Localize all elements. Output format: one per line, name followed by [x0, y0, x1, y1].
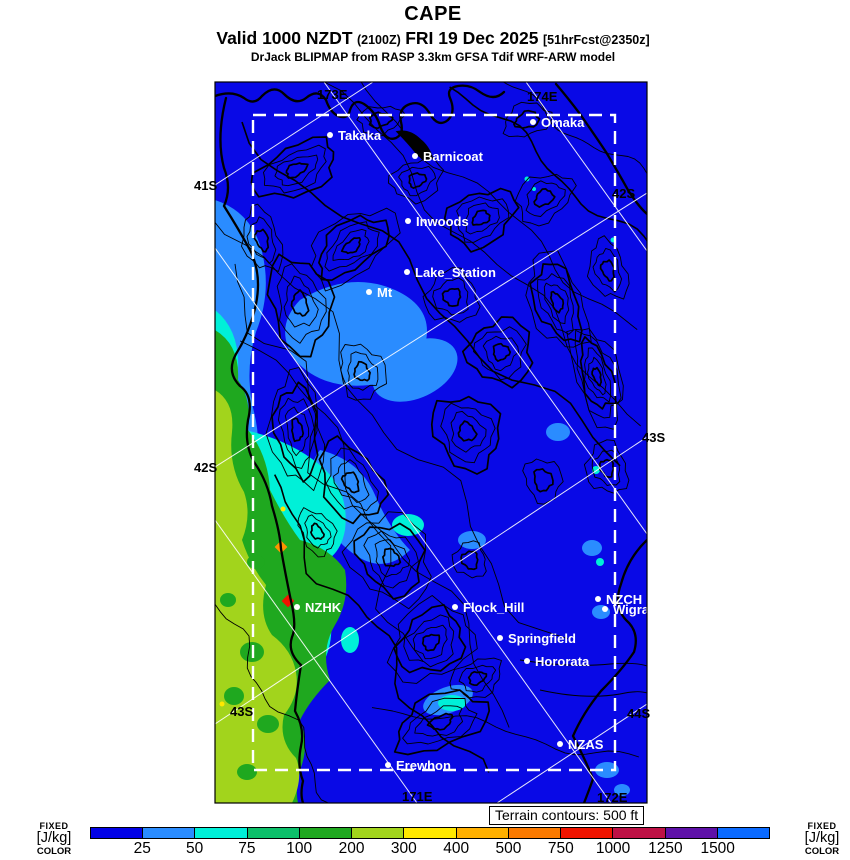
station-label: Flock_Hill: [463, 600, 524, 615]
terrain-note: Terrain contours: 500 ft: [489, 806, 645, 825]
graticule-label: 42S: [194, 460, 217, 475]
colorbar-segment: [404, 828, 457, 838]
station-layer: Takaka Omaka Barnicoat Inwoods Lake_Station M…: [294, 115, 661, 773]
graticule-label: 171E: [402, 789, 433, 804]
colorbar-tick: 500: [495, 840, 522, 857]
station-label: Erewhon: [396, 758, 451, 773]
model-info-line: DrJack BLIPMAP from RASP 3.3km GFSA Tdif…: [250, 50, 616, 64]
station-label: Wigram: [613, 602, 661, 617]
station-label: Hororata: [535, 654, 590, 669]
station-label: Omaka: [541, 115, 585, 130]
colorbar-segment: [91, 828, 144, 838]
colorbar-units-right: FIXED [J/kg] COLOR: [794, 821, 850, 857]
valid-time-utc: (2100Z): [356, 33, 401, 47]
station-marker: [557, 741, 563, 747]
station-marker: [452, 604, 458, 610]
fixed-label-top: FIXED: [39, 821, 69, 831]
fixed-label-top: FIXED: [807, 821, 837, 831]
station-marker: [294, 604, 300, 610]
valid-date: FRI 19 Dec 2025: [405, 28, 539, 48]
colorbar-tick: 100: [286, 840, 313, 857]
graticule-label: 173E: [317, 87, 348, 102]
station-marker: [530, 119, 536, 125]
colorbar-tick: 400: [443, 840, 470, 857]
colorbar-segment: [299, 828, 353, 838]
header: CAPE Valid 1000 NZDT (2100Z) FRI 19 Dec …: [8, 0, 850, 64]
colorbar-tick: 25: [133, 840, 151, 857]
station-marker: [405, 218, 411, 224]
station-marker: [497, 635, 503, 641]
colorbar-segment: [508, 828, 562, 838]
page-title: CAPE: [404, 3, 462, 25]
colorbar-segment: [143, 828, 196, 838]
forecast-cycle: [51hrFcst@2350z]: [542, 33, 650, 47]
station-marker: [602, 606, 608, 612]
valid-time-main: Valid 1000 NZDT: [216, 28, 353, 48]
units-label: [J/kg]: [36, 830, 72, 847]
graticule-label: 43S: [642, 430, 665, 445]
colorbar-tick: 200: [338, 840, 365, 857]
colorbar-tick: 1000: [595, 840, 631, 857]
station-marker: [327, 132, 333, 138]
station-label: Springfield: [508, 631, 576, 646]
colorbar-tick: 1250: [648, 840, 683, 857]
colorbar-segment: [456, 828, 509, 838]
colorbar-segment: [561, 828, 614, 838]
station-label: Mt: [377, 285, 393, 300]
color-label: COLOR: [36, 845, 72, 857]
station-marker: [412, 153, 418, 159]
valid-time-line: Valid 1000 NZDT (2100Z) FRI 19 Dec 2025 …: [8, 28, 850, 49]
colorbar-ticks: 25 50 75 100 200 300 400 500 750 1000 1250 1500: [90, 840, 770, 858]
station-marker: [366, 289, 372, 295]
color-label: COLOR: [804, 845, 840, 857]
colorbar-segment: [665, 828, 718, 838]
graticule-lines: [215, 82, 647, 803]
colorbar-segment: [195, 828, 248, 838]
colorbar-segment: [352, 828, 405, 838]
hotspot-dot: [532, 187, 536, 191]
station-marker: [404, 269, 410, 275]
cape-region-25-50: [215, 200, 630, 796]
colorbar-tick: 1500: [700, 840, 735, 857]
graticule-label: 172E: [597, 790, 628, 805]
colorbar: [90, 827, 770, 839]
colorbar-tick: 75: [238, 840, 256, 857]
hotspot-dot: [280, 506, 286, 512]
units-label: [J/kg]: [804, 830, 840, 847]
graticule-label: 43S: [230, 704, 253, 719]
station-label: Takaka: [338, 128, 382, 143]
station-marker: [385, 762, 391, 768]
graticule-label: 41S: [194, 178, 217, 193]
station-marker: [595, 596, 601, 602]
colorbar-segment: [247, 828, 300, 838]
coastline: [215, 82, 647, 803]
graticule-label: 174E: [527, 89, 558, 104]
map-frame: [214, 81, 648, 804]
colorbar-units-left: FIXED [J/kg] COLOR: [26, 821, 82, 857]
colorbar-segment: [717, 828, 770, 838]
station-label: NZHK: [305, 600, 342, 615]
station-label: Barnicoat: [423, 149, 484, 164]
station-label: Inwoods: [416, 214, 469, 229]
station-label: NZAS: [568, 737, 604, 752]
colorbar-tick: 300: [390, 840, 417, 857]
colorbar-tick: 750: [547, 840, 574, 857]
river-lines: [519, 659, 647, 697]
graticule-label: 44S: [627, 706, 650, 721]
hotspot-dot: [219, 701, 225, 707]
colorbar-segment: [613, 828, 666, 838]
station-marker: [524, 658, 530, 664]
station-label: Lake_Station: [415, 265, 496, 280]
graticule-label: 42S: [612, 186, 635, 201]
graticule-label-layer: 41S 42S 43S 42S 43S 44S 173E 174E 171E 172E: [194, 87, 665, 805]
domain-boundary-dashed: [251, 113, 617, 772]
colorbar-tick: 50: [185, 840, 204, 857]
station-label: NZCH: [606, 592, 642, 607]
hotspot-dot: [524, 176, 530, 182]
